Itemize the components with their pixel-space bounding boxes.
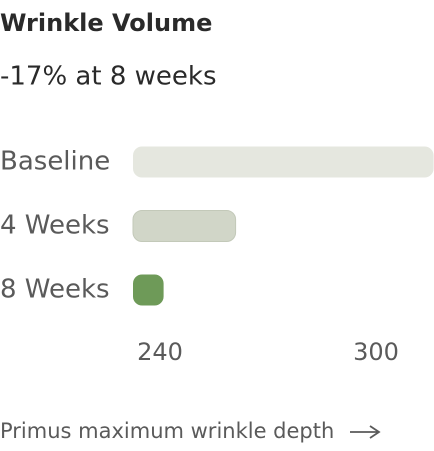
x-tick-label: 300 (353, 338, 399, 366)
chart-subtitle: -17% at 8 weeks (0, 62, 217, 92)
bar (133, 274, 164, 306)
bar (133, 146, 434, 178)
bar (132, 210, 237, 242)
arrow (350, 425, 381, 439)
x-tick-label: 240 (137, 338, 183, 366)
y-tick-label: 4 Weeks (0, 211, 110, 241)
y-tick-label: 8 Weeks (0, 275, 110, 305)
chart-title: Wrinkle Volume (0, 9, 212, 37)
y-tick-label: Baseline (0, 147, 110, 177)
x-axis-label: Primus maximum wrinkle depth (0, 419, 334, 443)
